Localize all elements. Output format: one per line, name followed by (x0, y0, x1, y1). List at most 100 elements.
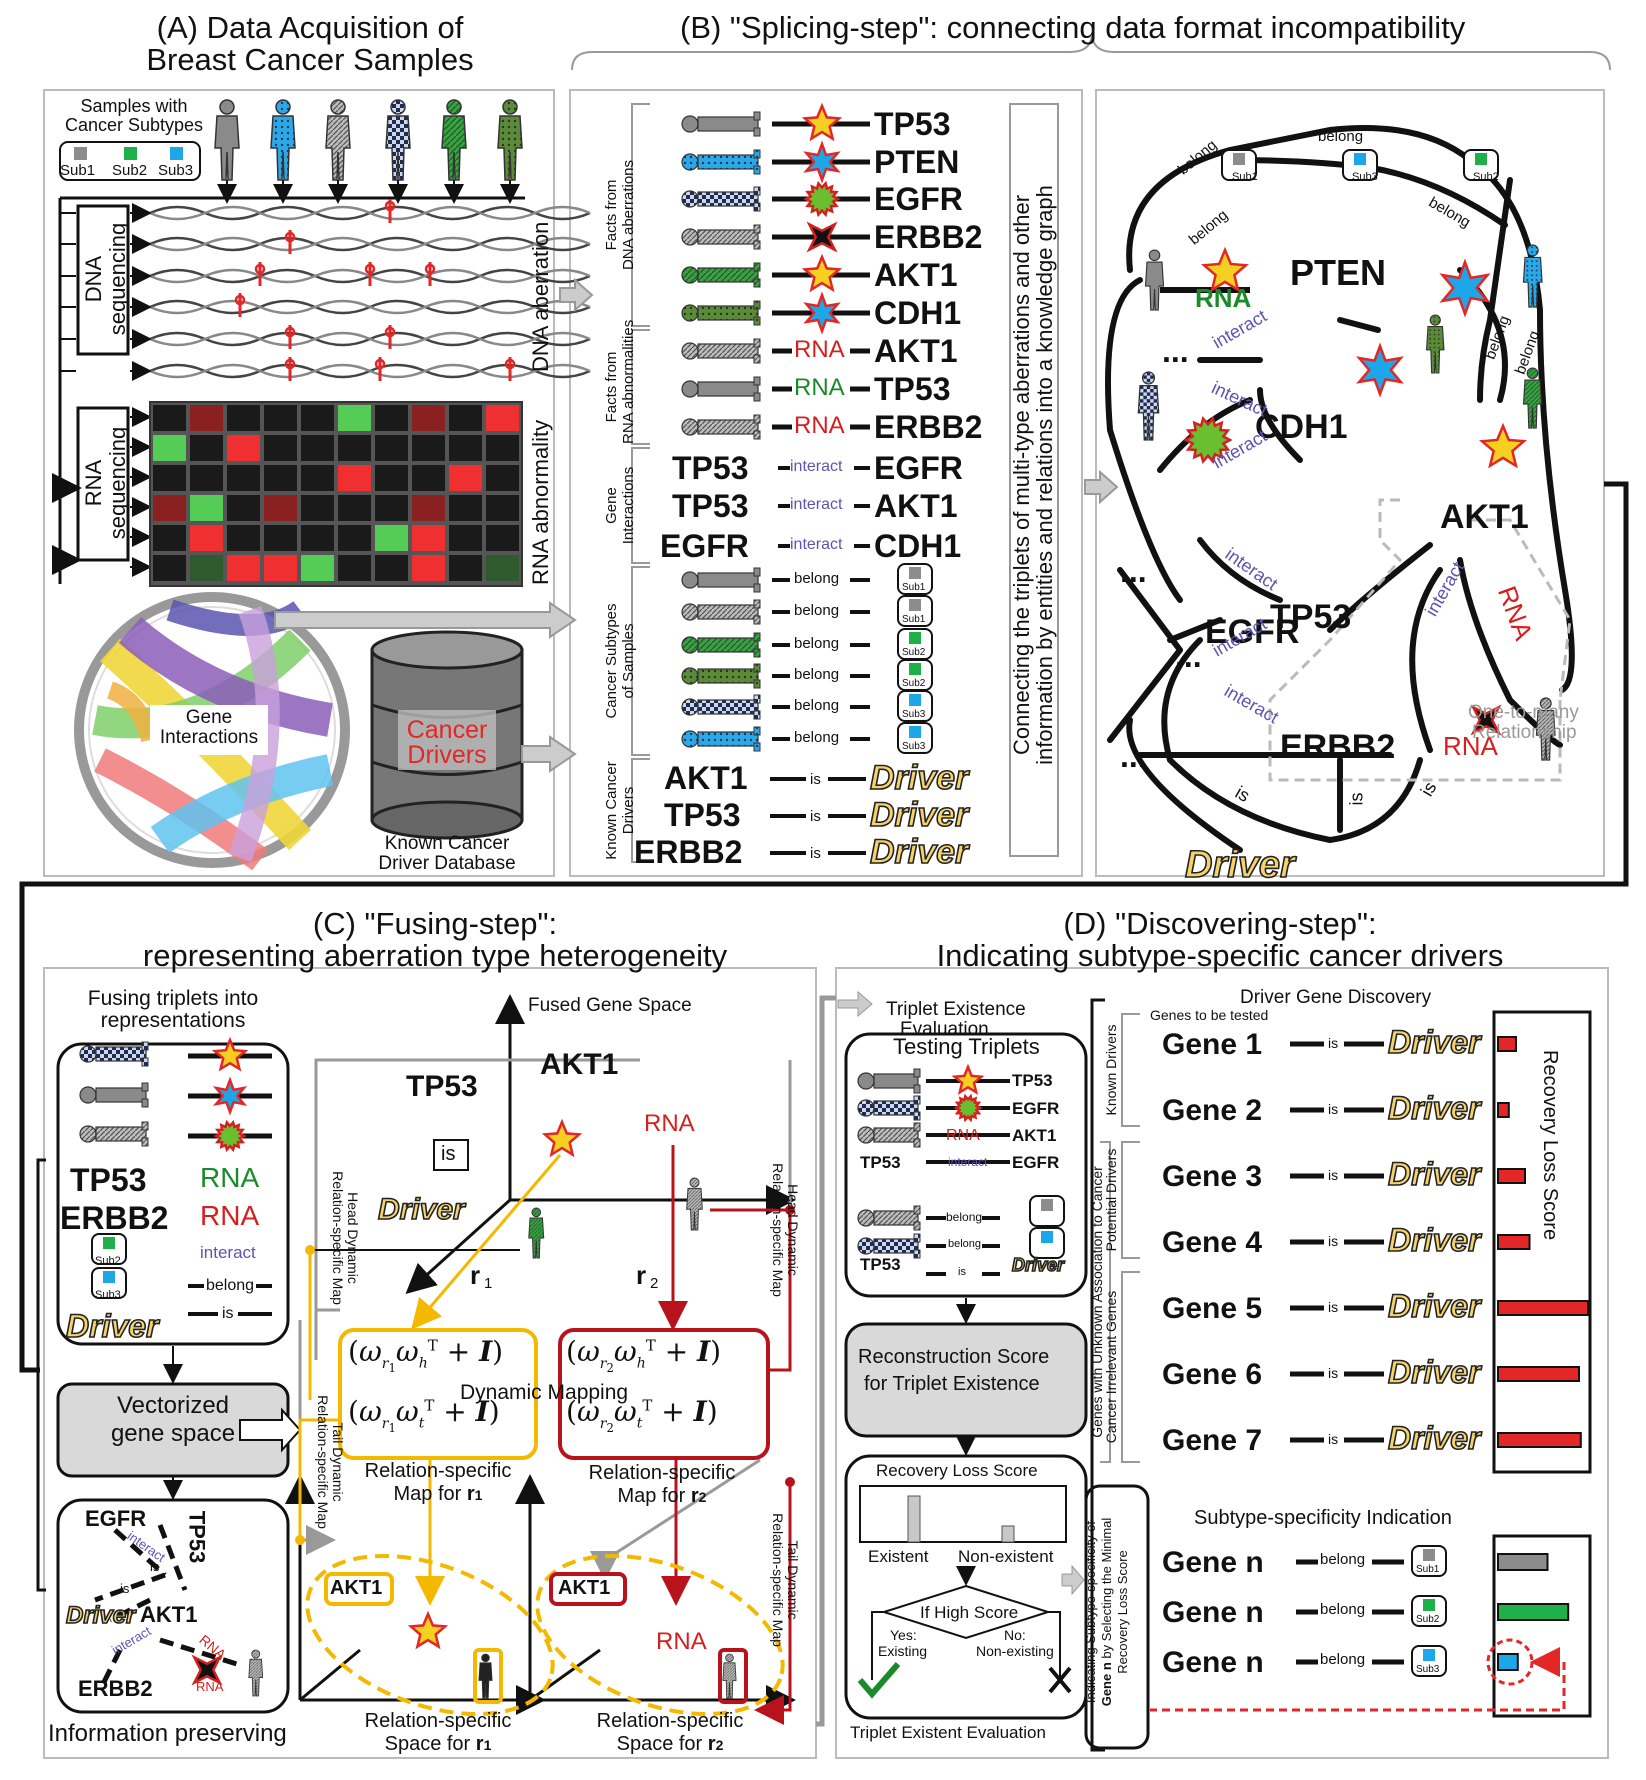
person-icon (681, 726, 761, 752)
space-driver: Driver (377, 1193, 465, 1226)
r2-sub: 2 (650, 1275, 659, 1292)
connector (298, 1418, 340, 1540)
mutation-mark (504, 358, 516, 370)
dna-strand (259, 363, 371, 379)
subtype-legend-sub2: Sub2 (112, 162, 148, 179)
akt1-label: AKT1 (558, 1577, 611, 1599)
heatmap-cell (227, 405, 260, 431)
kg-gene-label: EGFR (1205, 613, 1300, 651)
heatmap-cell (375, 495, 408, 521)
subtype-spec-title: Subtype-specificity Indication (1194, 1507, 1452, 1529)
heatmap-cell (153, 495, 186, 521)
person-icon (1425, 314, 1445, 374)
reconstruction-label: Reconstruction Score (858, 1346, 1050, 1368)
group-label: Known Cancer Drivers (603, 761, 637, 860)
group-label: Cancer Subtypes of Samples (603, 603, 637, 719)
one-to-many-label: One-to-many (1468, 702, 1579, 723)
heatmap-cell (412, 555, 445, 581)
one-to-many-outline (1470, 518, 1572, 701)
check-icon (857, 1662, 901, 1699)
is-label: is (810, 771, 821, 788)
vectorized-gene-space: Vectorized gene space (110, 1392, 236, 1447)
mutation-star-icon (212, 1076, 248, 1116)
rna-gene-label: TP53 (874, 371, 951, 407)
person-icon (1535, 697, 1556, 761)
heatmap-cell (449, 405, 482, 431)
subtype-legend-sub1: Sub1 (60, 162, 96, 179)
dna-strand (149, 331, 261, 347)
kg-edge (1161, 637, 1423, 844)
person-icon (478, 1653, 493, 1699)
kg-edge (1107, 647, 1183, 743)
rna-abnormality-label: RNA abnormality (528, 419, 553, 585)
r1-arrow (411, 1154, 562, 1330)
rna-sequencing-label: RNA sequencing (81, 426, 131, 540)
akt1-box (549, 1572, 627, 1606)
subtype-color-square (103, 1237, 115, 1249)
interact-label: interact (790, 496, 843, 513)
person-icon (857, 1068, 921, 1094)
mutation-mark (364, 263, 376, 275)
loss-bar (1497, 1168, 1526, 1184)
dna-strand (259, 299, 371, 315)
kg-ellipsis: ... (1175, 638, 1202, 674)
driver-head: TP53 (664, 797, 741, 833)
arrow (871, 1611, 884, 1680)
rls-title: Recovery Loss Score (876, 1461, 1038, 1480)
heatmap-cell (264, 465, 297, 491)
person-icon (857, 1122, 921, 1148)
testing-belong: belong (946, 1210, 983, 1224)
bracket (1121, 1271, 1140, 1463)
kg-gene-label: CDH1 (1255, 408, 1348, 446)
is-label: is (1328, 1035, 1339, 1051)
head-map-label-r2: Head Dynamic Relation-specific Map (769, 1163, 801, 1297)
person-icon (1522, 367, 1543, 429)
person-icon (681, 694, 761, 720)
subtype-color-square (909, 726, 921, 738)
legend-sub: Sub2 (95, 1255, 121, 1267)
kg-rna-label: RNA (1443, 731, 1498, 761)
kg-gene-label: AKT1 (1440, 498, 1529, 536)
testing-driver: Driver (1011, 1255, 1065, 1275)
legend-gene: ERBB2 (60, 1200, 169, 1236)
mutation-burst-icon (1183, 416, 1233, 464)
potential-drivers-label: Potential Drivers (1103, 1148, 1119, 1252)
belong-label: belong (794, 570, 840, 587)
mapping-formula: (ωr1ωhT + I) (348, 1335, 504, 1375)
belong-label: belong (1320, 1651, 1366, 1668)
tee-label: Evaluation (900, 1019, 989, 1040)
heatmap-cell (412, 435, 445, 461)
arrow (837, 990, 873, 1018)
legend-gene: TP53 (70, 1162, 147, 1198)
person-icon (497, 99, 523, 181)
space-r2-label: Relation-specific Space for r2 (596, 1710, 744, 1755)
group-label: Facts from RNA abnormalities (603, 319, 637, 444)
space-ellipse-r1 (305, 1553, 555, 1717)
graph-edge (113, 1528, 167, 1577)
testing-gene: TP53 (1012, 1071, 1053, 1090)
r2-label: r (636, 1260, 647, 1290)
is-label: is (1328, 1299, 1339, 1315)
heatmap-cell (449, 435, 482, 461)
kg-gene-label: TP53 (1270, 598, 1352, 636)
space-rna: RNA (656, 1628, 707, 1655)
person-icon (441, 99, 467, 181)
heatmap-cell (338, 405, 371, 431)
kg-ellipsis: ... (1162, 333, 1189, 369)
is-label: is (1328, 1167, 1339, 1183)
person-icon (214, 99, 240, 181)
yes-label: Existing (878, 1643, 928, 1659)
subtype-color-square (909, 599, 921, 611)
driver-label: Driver (1387, 1024, 1481, 1060)
anchor-dot (785, 1205, 795, 1215)
graph-edge (159, 1637, 241, 1668)
subtype-tail-label: Sub1 (902, 614, 926, 625)
dynamic-mapping-label: Dynamic Mapping (460, 1381, 629, 1404)
belong-label: belong (794, 697, 840, 714)
indicating-label: Indicating Subtype-specificity of (1083, 1520, 1098, 1704)
connector (314, 1308, 340, 1360)
kg-edge (1117, 567, 1183, 653)
loss-bar (1497, 1036, 1517, 1052)
is-box (433, 1139, 469, 1171)
subtype-color-square (1423, 1549, 1435, 1561)
